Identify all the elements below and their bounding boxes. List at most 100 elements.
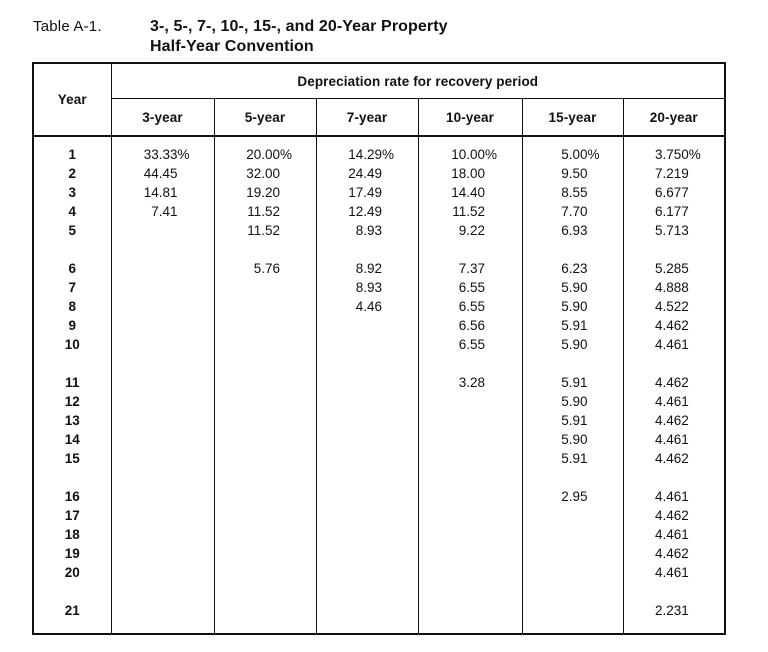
rate-cell: 4.462 xyxy=(622,316,726,335)
rate-cell: 4.461 xyxy=(622,525,726,544)
rate-value: 11.52 xyxy=(452,204,485,219)
rate-cell xyxy=(417,563,522,582)
table-row-year-18: 18 4.461 xyxy=(32,525,726,544)
rate-cell xyxy=(521,582,623,634)
rate-cell xyxy=(417,506,522,525)
rate-cell xyxy=(110,392,214,411)
column-header-10-year: 10-year xyxy=(417,98,522,137)
rate-cell xyxy=(213,468,316,506)
rate-cell xyxy=(213,297,316,316)
rate-cell xyxy=(213,506,316,525)
header-row-span: Year Depreciation rate for recovery peri… xyxy=(32,63,726,137)
rate-cell: 33.33% xyxy=(110,136,214,164)
rate-cell xyxy=(315,411,418,430)
rate-cell: 44.45 xyxy=(110,164,214,183)
rate-cell: 8.55 xyxy=(521,183,623,202)
rate-cell: 6.56 xyxy=(417,316,522,335)
rate-value: 4.462 xyxy=(654,375,689,390)
rate-cell: 11.52 xyxy=(213,202,316,221)
rate-cell xyxy=(417,544,522,563)
rate-cell: 4.462 xyxy=(622,506,726,525)
column-header-3-year: 3-year xyxy=(110,98,214,137)
rate-cell: 8.93 xyxy=(315,278,418,297)
rate-cell xyxy=(417,582,522,634)
rate-cell: 4.461 xyxy=(622,392,726,411)
rate-cell xyxy=(213,335,316,354)
rate-cell xyxy=(213,525,316,544)
rate-cell xyxy=(110,411,214,430)
rate-cell: 8.93 xyxy=(315,221,418,240)
rate-cell xyxy=(110,582,214,634)
rate-cell xyxy=(213,392,316,411)
rate-value: 2.231 xyxy=(654,603,689,618)
rate-value: 8.92 xyxy=(355,261,382,276)
rate-cell xyxy=(110,525,214,544)
rate-cell xyxy=(110,335,214,354)
rate-cell: 4.522 xyxy=(622,297,726,316)
rate-value: 8.93 xyxy=(355,223,382,238)
rate-cell xyxy=(110,430,214,449)
rate-cell xyxy=(213,563,316,582)
table-row-year-13: 13 5.91 4.462 xyxy=(32,411,726,430)
rate-cell: 18.00 xyxy=(417,164,522,183)
rate-value: 4.522 xyxy=(654,299,689,314)
rate-cell xyxy=(521,544,623,563)
year-cell: 5 xyxy=(32,221,111,240)
rate-cell: 5.91 xyxy=(521,411,623,430)
table-row-year-12: 12 5.90 4.461 xyxy=(32,392,726,411)
rate-cell: 6.177 xyxy=(622,202,726,221)
rate-value: 4.461 xyxy=(654,337,689,352)
rate-value: 4.461 xyxy=(654,432,689,447)
rate-value: 5.90 xyxy=(561,280,588,295)
rate-value: 14.40 xyxy=(451,185,485,200)
year-cell: 16 xyxy=(32,468,111,506)
column-header-15-year: 15-year xyxy=(521,98,623,137)
rate-cell: 14.81 xyxy=(110,183,214,202)
rate-value: 5.90 xyxy=(561,299,588,314)
rate-cell: 5.90 xyxy=(521,278,623,297)
rate-cell xyxy=(110,297,214,316)
rate-value: 5.91 xyxy=(561,375,588,390)
rate-cell: 8.92 xyxy=(315,240,418,278)
rate-value: 5.00 xyxy=(561,147,588,162)
rate-cell: 6.23 xyxy=(521,240,623,278)
rate-cell xyxy=(315,544,418,563)
rate-value: 3.28 xyxy=(458,375,485,390)
rate-cell xyxy=(110,563,214,582)
rate-cell xyxy=(315,449,418,468)
table-row-year-15: 15 5.91 4.462 xyxy=(32,449,726,468)
table-title-line1: 3-, 5-, 7-, 10-, 15-, and 20-Year Proper… xyxy=(150,18,448,35)
table-number-label: Table A-1. xyxy=(33,18,102,35)
rate-cell xyxy=(213,316,316,335)
rate-value: 6.177 xyxy=(654,204,689,219)
rate-value: 6.55 xyxy=(458,337,485,352)
rate-value: 5.90 xyxy=(561,337,588,352)
rate-cell: 5.285 xyxy=(622,240,726,278)
rate-cell xyxy=(213,278,316,297)
rate-cell: 4.462 xyxy=(622,544,726,563)
year-cell: 1 xyxy=(32,136,111,164)
rate-cell: 9.50 xyxy=(521,164,623,183)
rate-cell xyxy=(213,544,316,563)
rate-cell xyxy=(110,316,214,335)
percent-sign: % xyxy=(688,147,701,162)
year-cell: 19 xyxy=(32,544,111,563)
rate-cell xyxy=(521,506,623,525)
rate-value: 7.219 xyxy=(654,166,689,181)
table-row-year-20: 20 4.461 xyxy=(32,563,726,582)
rate-cell: 17.49 xyxy=(315,183,418,202)
rate-value: 6.677 xyxy=(654,185,689,200)
rate-value: 7.37 xyxy=(458,261,485,276)
rate-cell: 32.00 xyxy=(213,164,316,183)
table-row-year-21: 21 2.231 xyxy=(32,582,726,634)
rate-value: 14.81 xyxy=(143,185,178,200)
rate-value: 3.750 xyxy=(654,147,689,162)
table-row-year-8: 8 4.46 6.55 5.90 4.522 xyxy=(32,297,726,316)
rate-cell: 6.55 xyxy=(417,297,522,316)
rate-value: 6.56 xyxy=(458,318,485,333)
rate-cell: 24.49 xyxy=(315,164,418,183)
year-cell: 8 xyxy=(32,297,111,316)
table-row-year-17: 17 4.462 xyxy=(32,506,726,525)
year-cell: 9 xyxy=(32,316,111,335)
rate-value: 4.462 xyxy=(654,508,689,523)
